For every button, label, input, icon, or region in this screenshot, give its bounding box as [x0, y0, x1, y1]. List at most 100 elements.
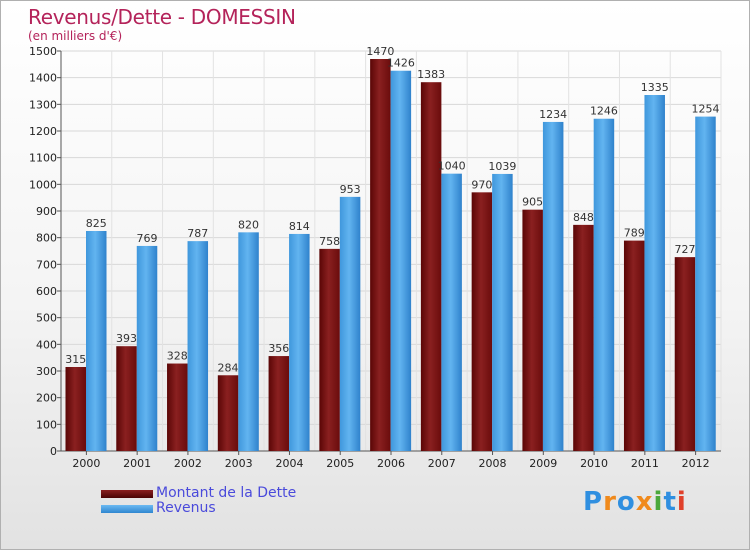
legend-swatch-debt	[101, 490, 153, 498]
x-tick-label: 2011	[631, 457, 659, 470]
logo-letter: i	[676, 487, 687, 517]
y-tick-label: 1000	[29, 178, 57, 191]
bar-revenue	[542, 121, 564, 451]
bars	[65, 59, 716, 452]
bar-revenue	[86, 231, 107, 451]
y-tick-label: 1200	[29, 125, 57, 138]
data-label: 787	[187, 227, 208, 240]
data-label: 825	[86, 217, 107, 230]
y-tick-label: 300	[36, 365, 57, 378]
data-label: 1040	[438, 160, 466, 173]
data-label: 970	[471, 178, 492, 191]
bar-revenue	[593, 118, 615, 451]
y-tick-label: 1100	[29, 152, 57, 165]
bar-debt	[471, 192, 493, 452]
data-label: 1426	[387, 57, 415, 70]
y-tick-label: 200	[36, 392, 57, 405]
y-tick-label: 900	[36, 205, 57, 218]
data-label: 953	[340, 183, 361, 196]
bar-revenue	[390, 70, 412, 451]
x-tick-label: 2007	[428, 457, 456, 470]
y-tick-label: 700	[36, 258, 57, 271]
logo-letter: i	[653, 487, 664, 517]
x-tick-label: 2004	[275, 457, 303, 470]
bar-debt	[268, 356, 290, 451]
x-tick-label: 2002	[174, 457, 202, 470]
bar-debt	[573, 224, 594, 451]
data-label: 769	[137, 232, 158, 245]
bar-revenue	[136, 245, 158, 451]
bar-debt	[116, 346, 137, 451]
data-label: 848	[573, 211, 594, 224]
data-label: 284	[218, 361, 239, 374]
data-label: 905	[522, 196, 543, 209]
y-tick-label: 800	[36, 232, 57, 245]
x-tick-label: 2012	[682, 457, 710, 470]
data-label: 1246	[590, 105, 618, 118]
chart-subtitle: (en milliers d'€)	[28, 29, 123, 43]
data-label: 1470	[366, 45, 394, 58]
legend-label-revenue: Revenus	[156, 500, 216, 516]
bar-debt	[167, 363, 188, 451]
data-label: 1254	[691, 103, 719, 116]
x-tick-label: 2000	[72, 457, 100, 470]
x-tick-label: 2005	[326, 457, 354, 470]
x-tick-label: 2008	[479, 457, 507, 470]
bar-debt	[217, 375, 239, 451]
bar-revenue	[695, 116, 716, 451]
data-label: 758	[319, 235, 340, 248]
data-label: 820	[238, 218, 259, 231]
logo-letter: x	[635, 487, 654, 517]
bar-revenue	[492, 173, 513, 451]
y-tick-label: 500	[36, 312, 57, 325]
logo-letter: t	[663, 487, 677, 517]
bar-debt	[623, 240, 645, 451]
data-label: 814	[289, 220, 310, 233]
x-tick-label: 2001	[123, 457, 151, 470]
x-tick-label: 2003	[225, 457, 253, 470]
bar-debt	[319, 248, 340, 451]
y-tick-label: 600	[36, 285, 57, 298]
data-label: 356	[268, 342, 289, 355]
legend-label-debt: Montant de la Dette	[156, 485, 297, 501]
data-label: 789	[624, 227, 645, 240]
data-label: 315	[65, 353, 86, 366]
logo-letter: P	[583, 487, 604, 517]
logo-letter: r	[603, 487, 617, 517]
y-tick-label: 1300	[29, 98, 57, 111]
data-label: 1335	[641, 81, 669, 94]
bar-revenue	[187, 241, 209, 451]
bar-debt	[65, 367, 86, 451]
bar-debt	[674, 257, 696, 451]
data-label: 1234	[539, 108, 567, 121]
bar-revenue	[238, 232, 259, 451]
bar-debt	[522, 209, 543, 451]
y-tick-label: 1400	[29, 72, 57, 85]
bar-debt	[420, 82, 442, 451]
bar-revenue	[644, 95, 665, 451]
bar-revenue	[339, 196, 361, 451]
y-tick-label: 1500	[29, 45, 57, 58]
logo-letter: o	[616, 487, 636, 517]
bar-revenue	[441, 173, 462, 451]
bar-debt	[370, 59, 391, 451]
data-label: 727	[674, 243, 695, 256]
legend-swatch-revenue	[101, 505, 153, 513]
y-tick-label: 400	[36, 338, 57, 351]
data-label: 393	[116, 332, 137, 345]
data-label: 1039	[488, 160, 516, 173]
proxiti-logo: Proxiti	[583, 487, 687, 517]
chart-title: Revenus/Dette - DOMESSIN	[28, 5, 296, 29]
y-tick-label: 0	[50, 445, 57, 458]
y-tick-label: 100	[36, 418, 57, 431]
x-tick-label: 2006	[377, 457, 405, 470]
bar-revenue	[289, 233, 310, 451]
data-labels: 315 825 393 769 328 787 284 820 356 814 758 953 1470…	[65, 45, 719, 374]
data-label: 1383	[417, 68, 445, 81]
x-tick-label: 2009	[529, 457, 557, 470]
data-label: 328	[167, 350, 188, 363]
axes: 0 100 200 300 400 500 600 700 800 900 1000 1100 1200…	[29, 45, 721, 470]
x-tick-label: 2010	[580, 457, 608, 470]
